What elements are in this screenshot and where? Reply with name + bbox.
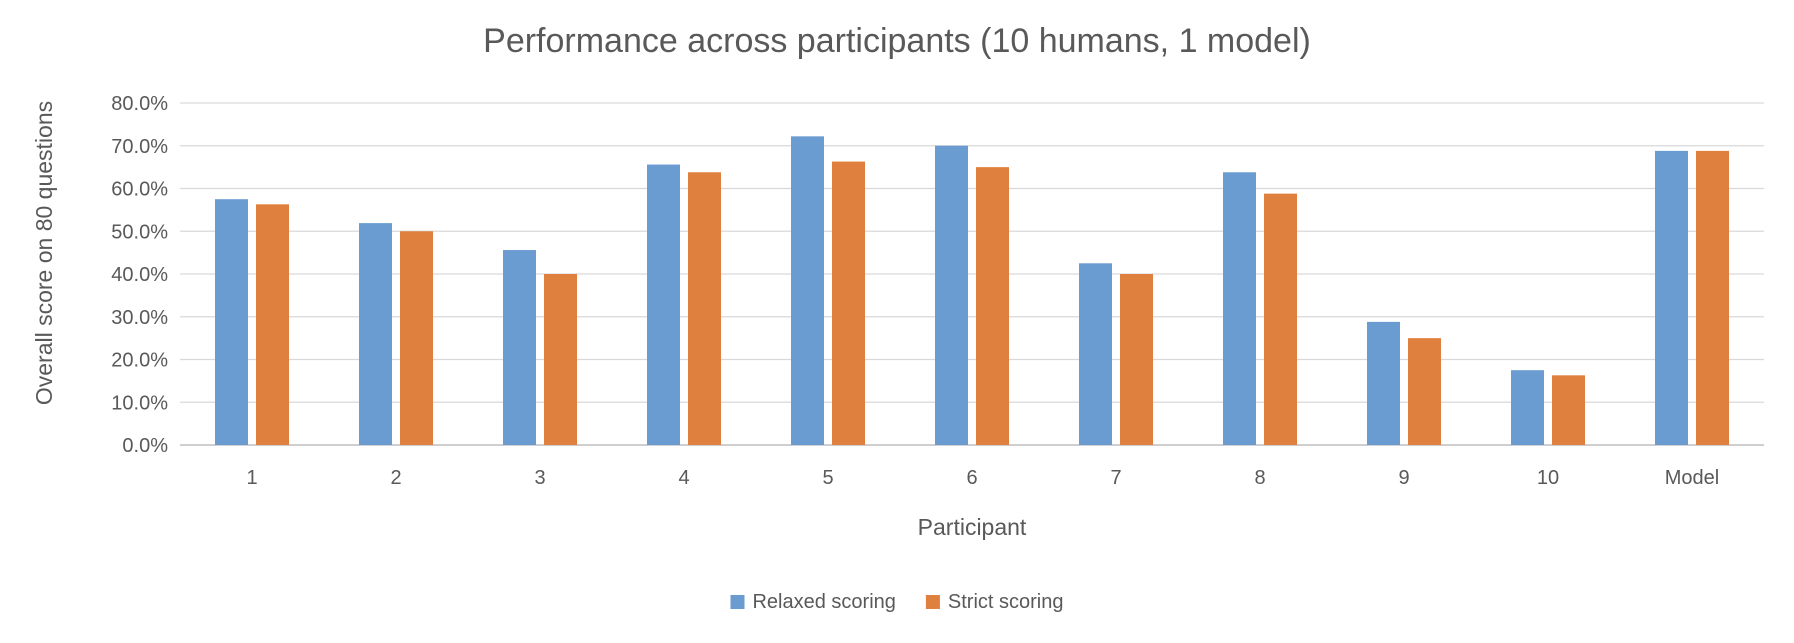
x-tick-label: 6	[966, 467, 977, 489]
y-tick-label: 10.0%	[111, 392, 168, 414]
legend: Relaxed scoring Strict scoring	[730, 591, 1064, 613]
bar-relaxed-scoring	[1223, 172, 1256, 445]
bar-strict-scoring	[1552, 375, 1585, 445]
y-tick-label: 30.0%	[111, 307, 168, 329]
y-tick-label: 70.0%	[111, 136, 168, 158]
x-tick-label: 10	[1537, 467, 1559, 489]
bar-relaxed-scoring	[1655, 150, 1688, 445]
bar-relaxed-scoring	[647, 164, 680, 445]
bar-relaxed-scoring	[215, 199, 248, 445]
x-tick-label: 3	[534, 467, 545, 489]
bar-strict-scoring	[544, 274, 577, 445]
legend-swatch	[925, 595, 940, 609]
bar-relaxed-scoring	[1511, 370, 1544, 445]
x-tick-label: 7	[1110, 467, 1121, 489]
bar-strict-scoring	[1408, 338, 1441, 445]
x-tick-label: 9	[1398, 467, 1409, 489]
bar-strict-scoring	[400, 231, 433, 445]
y-tick-label: 60.0%	[111, 179, 168, 201]
legend-swatch	[730, 595, 745, 609]
bar-strict-scoring	[1120, 274, 1153, 445]
bar-relaxed-scoring	[1079, 263, 1112, 445]
x-tick-label: 2	[390, 467, 401, 489]
y-tick-label: 50.0%	[111, 221, 168, 243]
y-tick-label: 40.0%	[111, 264, 168, 286]
bar-strict-scoring	[976, 167, 1009, 445]
bar-relaxed-scoring	[935, 145, 968, 445]
y-tick-label: 0.0%	[122, 435, 168, 457]
x-axis-title: Participant	[918, 514, 1027, 540]
y-axis-ticks: 0.0% 10.0% 20.0% 30.0% 40.0% 50.0% 60.0% 70.0% 8…	[111, 93, 168, 457]
x-tick-label: 5	[822, 467, 833, 489]
bar-relaxed-scoring	[359, 223, 392, 445]
bar-relaxed-scoring	[1367, 321, 1400, 445]
bar-relaxed-scoring	[503, 250, 536, 445]
x-tick-label: 1	[246, 467, 257, 489]
y-tick-label: 20.0%	[111, 350, 168, 372]
bar-strict-scoring	[1264, 193, 1297, 445]
x-tick-label: 4	[678, 467, 689, 489]
bar-strict-scoring	[688, 172, 721, 445]
bar-strict-scoring	[256, 204, 289, 445]
bar-strict-scoring	[1696, 150, 1729, 445]
chart-title: Performance across participants (10 huma…	[483, 22, 1311, 60]
x-tick-label: 8	[1254, 467, 1265, 489]
y-axis-title: Overall score on 80 questions	[31, 101, 57, 405]
bars	[215, 136, 1729, 445]
gridlines	[180, 102, 1764, 446]
y-tick-label: 80.0%	[111, 93, 168, 115]
legend-label: Strict scoring	[948, 591, 1064, 613]
bar-strict-scoring	[832, 161, 865, 445]
x-axis-ticks: 1 2 3 4 5 6 7 8 9 10 Model	[246, 467, 1719, 489]
bar-relaxed-scoring	[791, 136, 824, 445]
x-tick-label: Model	[1665, 467, 1719, 489]
legend-label: Relaxed scoring	[752, 591, 895, 613]
